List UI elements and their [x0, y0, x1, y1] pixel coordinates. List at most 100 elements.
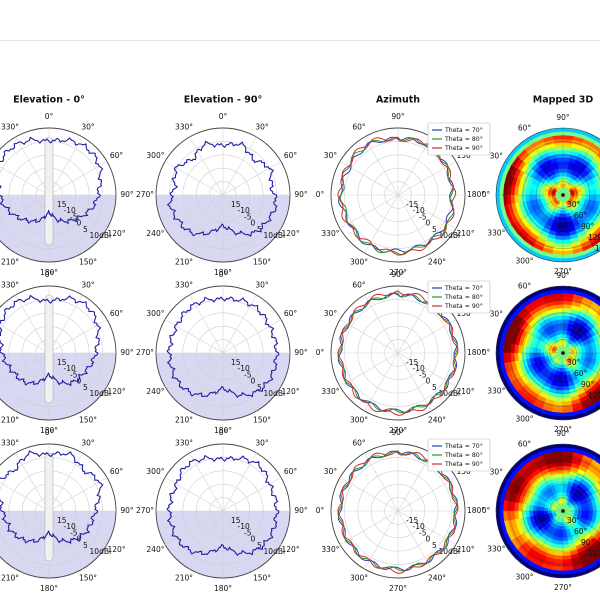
angular-tick-label: 120° — [108, 387, 126, 396]
angular-gridline — [48, 319, 108, 354]
heatmap-cell — [592, 398, 600, 409]
angular-tick-label: 90° — [556, 271, 570, 280]
angular-gridline — [339, 194, 399, 229]
radial-tick-label: 5 — [257, 541, 262, 550]
angular-tick-label: 0° — [45, 270, 54, 279]
angular-tick-label: 180° — [40, 426, 58, 435]
polar-outline — [495, 285, 600, 421]
angular-tick-label: 30° — [81, 438, 95, 447]
angular-tick-label: 150° — [457, 467, 475, 476]
heatmap-cell — [577, 194, 582, 199]
angular-gridline — [164, 477, 224, 512]
angular-gridline — [529, 510, 564, 570]
heatmap-cell — [525, 188, 531, 196]
polar-panel-azimuth-row3: 90° 60° 30° 0° 330° 300° 270° 240° 210° 180° 150° 1… — [316, 428, 491, 593]
radial-tick-label: 15 — [231, 200, 241, 209]
heatmap-cell — [581, 352, 586, 358]
heatmap-cell — [556, 473, 564, 479]
legend: Theta = 70°Theta = 80°Theta = 90° — [427, 280, 491, 314]
heatmap-cells — [496, 128, 600, 262]
heatmap-cell — [558, 529, 564, 534]
legend-label: Theta = 80° — [444, 293, 483, 301]
heatmap-cell — [596, 544, 600, 555]
angular-tick-label: 150° — [79, 574, 97, 583]
heatmap-cell — [536, 506, 542, 512]
angular-tick-label: 60° — [352, 280, 366, 289]
angular-tick-label: 150° — [253, 416, 271, 425]
heatmap-cell — [593, 541, 600, 552]
angular-tick-label: 60° — [284, 151, 298, 160]
angular-tick-label: 330° — [487, 387, 505, 396]
heatmap-panel-mapped-3d-row2: 90° 60° 30° 0° 330° 300° 270° 30° 60° 90° 120° 150° — [482, 271, 600, 434]
heatmap-cells — [496, 286, 600, 420]
radial-tick-label: 5 — [432, 541, 437, 550]
angular-tick-label: 0° — [45, 428, 54, 437]
radial-tick-label: 5 — [257, 225, 262, 234]
angular-gridline — [15, 136, 50, 196]
radial-tick-label: 5 — [83, 383, 88, 392]
radial-tick-label: 30° — [567, 358, 581, 367]
heatmap-cell — [558, 371, 564, 376]
angular-tick-label: 180° — [40, 584, 58, 593]
angular-gridline — [189, 136, 224, 196]
angular-gridline — [529, 452, 564, 512]
heatmap-cell — [556, 161, 564, 166]
angular-gridline — [364, 294, 399, 354]
radial-tick-label: -5 — [419, 212, 427, 221]
angular-gridline — [164, 194, 224, 229]
radial-tick-label: 90° — [581, 222, 595, 231]
angular-tick-label: 60° — [352, 438, 366, 447]
radial-tick-label: 15 — [231, 358, 241, 367]
heatmap-cell — [525, 504, 531, 512]
radial-tick-label: -10 — [413, 364, 425, 373]
angular-gridline — [189, 352, 224, 412]
radial-tick-label: 15 — [57, 516, 67, 525]
radial-tick-label: 150° — [595, 244, 600, 253]
legend-label: Theta = 70° — [444, 442, 483, 450]
angular-tick-label: 180° — [467, 348, 485, 357]
polar-outline — [495, 443, 600, 579]
heatmap-cell — [559, 367, 564, 372]
heatmap-cell — [529, 510, 534, 518]
angular-tick-label: 0° — [316, 190, 325, 199]
heatmap-cell — [593, 383, 600, 394]
heatmap-cell — [556, 224, 564, 229]
angular-gridline — [48, 510, 108, 545]
heatmap-cell — [558, 374, 564, 380]
radial-tick-label: -10 — [64, 364, 76, 373]
radial-tick-label: 10dBi — [264, 547, 286, 556]
angular-gridline — [562, 352, 597, 412]
heatmap-cell — [562, 382, 570, 387]
angular-tick-label: 330° — [321, 229, 339, 238]
radial-tick-label: 15 — [57, 200, 67, 209]
heatmap-cell — [559, 525, 564, 530]
angular-gridline — [48, 294, 83, 354]
heatmap-cell — [529, 352, 534, 360]
antenna-model-icon — [44, 452, 54, 562]
heatmap-cell — [562, 224, 570, 229]
heatmap-cell — [558, 213, 564, 218]
angular-gridline — [0, 352, 50, 382]
heatmap-cell — [525, 346, 531, 354]
radial-tick-label: 0 — [426, 535, 431, 544]
angular-tick-label: 90° — [120, 348, 134, 357]
heatmap-cell — [562, 172, 568, 177]
angular-tick-label: 330° — [321, 387, 339, 396]
angular-tick-label: 150° — [457, 151, 475, 160]
heatmap-cell — [536, 190, 542, 196]
angular-gridline — [222, 510, 257, 570]
gain-pattern-line — [166, 296, 280, 399]
polar-panel-azimuth-row2: 90° 60° 30° 0° 330° 300° 270° 240° 210° 180° 150° 1… — [316, 270, 491, 435]
angular-tick-label: 270° — [554, 267, 572, 276]
angular-tick-label: 180° — [467, 190, 485, 199]
angular-tick-label: 210° — [175, 416, 193, 425]
angular-tick-label: 90° — [556, 113, 570, 122]
heatmap-cell — [577, 510, 582, 515]
radial-tick-label: 150° — [595, 560, 600, 569]
radial-tick-label: -15 — [406, 516, 418, 525]
angular-gridline — [15, 194, 50, 254]
radial-gridline — [549, 339, 577, 367]
angular-gridline — [48, 136, 83, 196]
angular-tick-label: 330° — [321, 545, 339, 554]
heatmap-cell — [556, 540, 564, 545]
